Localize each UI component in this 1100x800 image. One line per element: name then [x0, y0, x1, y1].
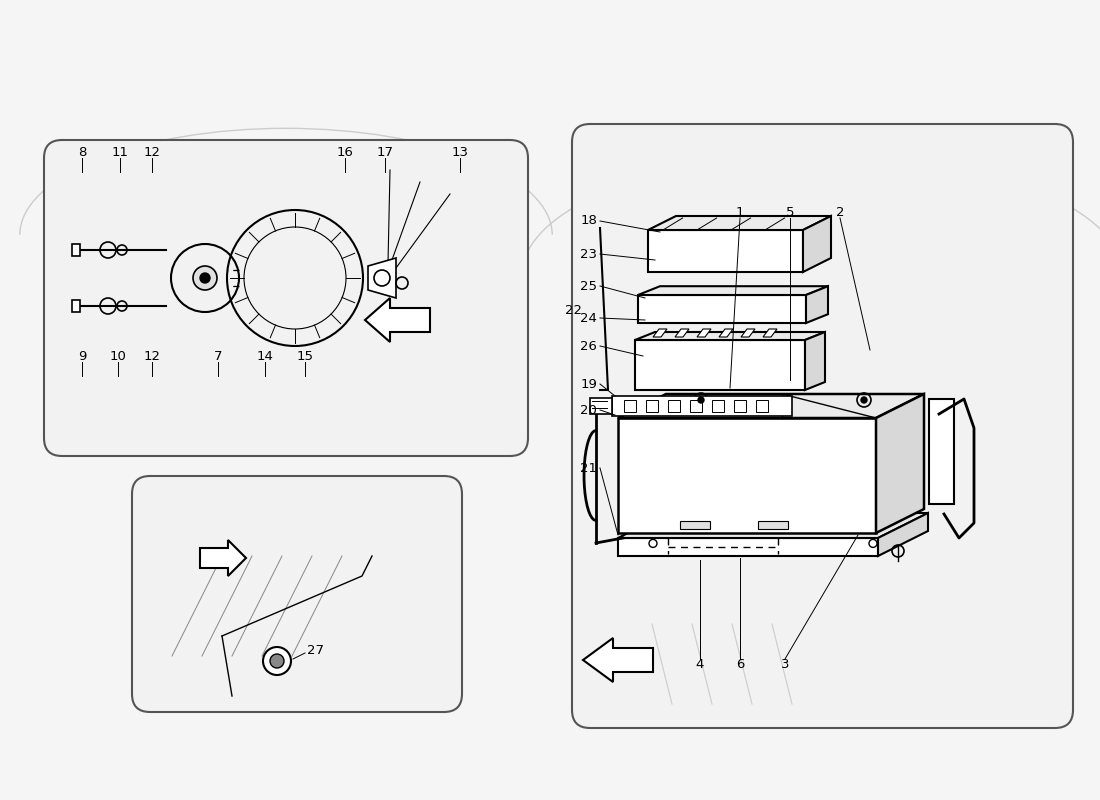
Text: 11: 11 — [111, 146, 129, 158]
Polygon shape — [803, 216, 830, 272]
Bar — [734, 400, 746, 412]
Text: 19: 19 — [580, 378, 597, 390]
Text: eurospares: eurospares — [200, 579, 394, 609]
Text: 16: 16 — [337, 146, 353, 158]
Polygon shape — [806, 286, 828, 323]
Text: eurospares: eurospares — [682, 405, 964, 447]
Polygon shape — [653, 329, 667, 337]
Polygon shape — [675, 329, 689, 337]
Bar — [756, 400, 768, 412]
Polygon shape — [878, 513, 928, 556]
Polygon shape — [635, 340, 805, 390]
Text: 25: 25 — [580, 279, 597, 293]
Polygon shape — [590, 398, 612, 414]
Polygon shape — [648, 216, 830, 230]
Polygon shape — [697, 329, 711, 337]
Bar — [624, 400, 636, 412]
Polygon shape — [681, 521, 711, 529]
Text: 7: 7 — [213, 350, 222, 362]
Bar — [646, 400, 658, 412]
Polygon shape — [368, 258, 396, 298]
Polygon shape — [618, 394, 924, 418]
Text: 12: 12 — [143, 350, 161, 362]
FancyBboxPatch shape — [44, 140, 528, 456]
Text: 4: 4 — [696, 658, 704, 671]
Polygon shape — [72, 300, 80, 312]
Text: 21: 21 — [580, 462, 597, 474]
Bar — [712, 400, 724, 412]
Text: 12: 12 — [143, 146, 161, 158]
Text: 27: 27 — [307, 645, 324, 658]
Polygon shape — [618, 418, 876, 533]
Polygon shape — [583, 638, 653, 682]
Circle shape — [270, 654, 284, 668]
Text: 10: 10 — [110, 350, 126, 362]
Text: 2: 2 — [836, 206, 845, 218]
Circle shape — [200, 273, 210, 283]
Text: 9: 9 — [78, 350, 86, 362]
Polygon shape — [618, 513, 928, 538]
Polygon shape — [638, 295, 806, 323]
Text: 14: 14 — [256, 350, 274, 362]
Polygon shape — [930, 399, 954, 504]
Polygon shape — [876, 394, 924, 533]
Text: 8: 8 — [78, 146, 86, 158]
Text: 15: 15 — [297, 350, 313, 362]
Polygon shape — [635, 332, 825, 340]
Polygon shape — [741, 329, 755, 337]
Circle shape — [263, 647, 292, 675]
Bar — [690, 400, 702, 412]
Polygon shape — [719, 329, 733, 337]
Text: eurospares: eurospares — [154, 277, 418, 319]
Polygon shape — [763, 329, 777, 337]
FancyBboxPatch shape — [132, 476, 462, 712]
Text: 26: 26 — [580, 339, 597, 353]
Circle shape — [192, 266, 217, 290]
Text: 17: 17 — [376, 146, 394, 158]
Polygon shape — [648, 230, 803, 272]
FancyBboxPatch shape — [572, 124, 1072, 728]
Polygon shape — [200, 540, 246, 576]
Text: 20: 20 — [580, 403, 597, 417]
Text: 18: 18 — [580, 214, 597, 227]
Circle shape — [698, 397, 704, 403]
Polygon shape — [365, 298, 430, 342]
Text: 13: 13 — [451, 146, 469, 158]
Text: 24: 24 — [580, 311, 597, 325]
Text: 23: 23 — [580, 247, 597, 261]
Polygon shape — [758, 521, 788, 529]
Polygon shape — [805, 332, 825, 390]
Circle shape — [861, 397, 867, 403]
Polygon shape — [612, 396, 792, 416]
Text: 5: 5 — [785, 206, 794, 218]
Bar — [668, 400, 680, 412]
Polygon shape — [72, 244, 80, 256]
Text: 3: 3 — [781, 658, 790, 671]
Polygon shape — [638, 286, 828, 295]
Polygon shape — [618, 538, 878, 556]
Text: 1: 1 — [736, 206, 745, 218]
Text: 22: 22 — [565, 303, 582, 317]
Text: 6: 6 — [736, 658, 745, 671]
